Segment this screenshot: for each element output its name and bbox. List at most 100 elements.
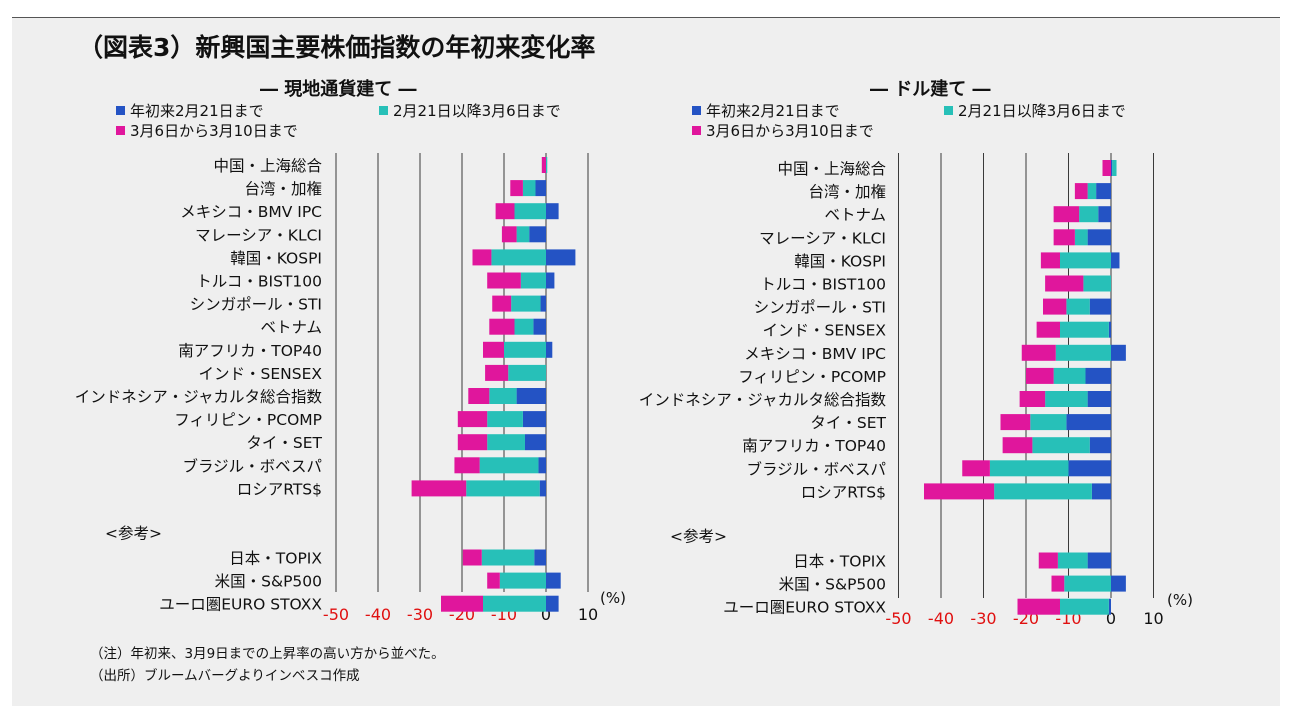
p2-bar-row2-series3: [1074, 183, 1088, 200]
p1-category-label-18: ユーロ圏EURO STOXX: [159, 596, 322, 614]
p2-bar-row18-series3: [1017, 598, 1060, 615]
p2-category-label-11: インドネシア・ジャカルタ総合指数: [639, 391, 887, 409]
p2-bar-row5-series2: [1060, 252, 1111, 269]
p1-bar-row17-series3: [487, 572, 500, 589]
p2-bar-row6-series2: [1083, 275, 1111, 292]
p2-category-label-17: 米国・S&P500: [779, 576, 886, 594]
p1-category-label-8: ベトナム: [260, 319, 322, 337]
p2-bar-row4-series3: [1053, 229, 1075, 246]
p1-bar-row13-series2: [487, 434, 525, 451]
p1-bar-row10-series2: [508, 364, 546, 381]
p2-bar-row3-series1: [1098, 206, 1111, 223]
p1-category-label-14: ブラジル・ボベスパ: [182, 456, 322, 475]
p2-bar-row15-series3: [924, 483, 995, 500]
p2-bar-row1-series3: [1102, 160, 1111, 176]
p2-bar-row8-series1: [1108, 321, 1111, 338]
p2-bar-row12-series2: [1030, 414, 1067, 431]
p2-legend-label-2: 2月21日以降3月6日まで: [958, 102, 1126, 120]
p2-bar-row17-series1: [1111, 575, 1126, 592]
panel-title-local: ― 現地通貨建て ―: [260, 79, 417, 100]
p1-bar-row17-series1: [546, 572, 561, 589]
p1-bar-row2-series2: [522, 180, 536, 197]
p2-bar-row13-series1: [1089, 437, 1111, 454]
p1-bar-row3-series1: [546, 203, 559, 220]
p1-bar-row13-series1: [525, 434, 546, 451]
p2-category-label-18: ユーロ圏EURO STOXX: [723, 599, 886, 617]
p1-tick-label-10: 10: [578, 605, 598, 624]
p2-tick-label-0: 0: [1106, 609, 1116, 628]
p2-bar-row15-series2: [994, 483, 1092, 500]
p1-category-label-9: 南アフリカ・TOP40: [178, 342, 322, 360]
p1-bar-row3-series2: [514, 203, 546, 220]
p2-bar-row14-series3: [962, 460, 990, 477]
p2-category-label-6: トルコ・BIST100: [760, 276, 886, 294]
p1-bar-row14-series2: [479, 457, 539, 474]
p2-bar-row18-series2: [1060, 598, 1109, 615]
p2-legend-swatch-1: [692, 106, 701, 115]
p2-bar-row13-series2: [1032, 437, 1090, 454]
p2-bar-row1-series2: [1112, 160, 1117, 176]
p1-bar-row2-series1: [535, 180, 546, 197]
p1-category-label-5: 韓国・KOSPI: [230, 249, 322, 267]
p1-bar-row15-series1: [539, 480, 546, 497]
p1-bar-row11-series3: [468, 388, 490, 404]
p2-bar-row10-series2: [1053, 367, 1086, 384]
p1-category-label-13: タイ・SET: [246, 434, 322, 452]
p1-bar-row1-series2: [546, 157, 548, 173]
p2-bar-row10-series1: [1085, 367, 1111, 384]
p2-bar-row7-series3: [1043, 298, 1067, 315]
p1-tick-label--30: -30: [407, 605, 433, 624]
p2-bar-row14-series1: [1068, 460, 1111, 477]
p1-bar-row16-series1: [534, 549, 546, 566]
p2-category-label-12: タイ・SET: [810, 414, 886, 432]
p2-category-label-1: 中国・上海総合: [777, 160, 886, 178]
p1-category-label-11: インドネシア・ジャカルタ総合指数: [75, 388, 323, 406]
p2-category-label-3: ベトナム: [824, 206, 886, 224]
p1-bar-row8-series1: [533, 318, 546, 335]
p1-bar-row9-series3: [483, 341, 504, 358]
p1-bar-row15-series3: [411, 480, 467, 497]
p1-tick-label--50: -50: [323, 605, 349, 624]
p1-bar-row16-series2: [481, 549, 535, 566]
p1-bar-row4-series1: [529, 226, 546, 243]
p2-bar-row15-series1: [1091, 483, 1111, 500]
p2-bar-row17-series3: [1051, 575, 1065, 592]
p1-category-label-10: インド・SENSEX: [199, 365, 323, 383]
p1-legend-label-1: 年初来2月21日まで: [130, 102, 264, 120]
p1-bar-row16-series3: [462, 549, 482, 566]
p1-bar-row10-series3: [485, 364, 509, 381]
p2-bar-row5-series1: [1111, 252, 1120, 269]
p1-bar-row7-series3: [492, 295, 512, 312]
p2-bar-row16-series3: [1038, 552, 1058, 569]
p1-bar-row12-series2: [487, 411, 523, 428]
source-text: （出所）ブルームバーグよりインベスコ作成: [90, 668, 360, 684]
p2-bar-row13-series3: [1002, 437, 1033, 454]
p1-legend-swatch-1: [116, 106, 125, 115]
p1-bar-row5-series1: [546, 249, 576, 266]
p1-bar-row8-series3: [489, 318, 515, 335]
p2-bar-row3-series3: [1053, 206, 1080, 223]
p2-bar-row8-series3: [1036, 321, 1060, 338]
p2-legend-swatch-3: [692, 126, 701, 135]
panel-title-usd: ― ドル建て ―: [870, 79, 991, 100]
p2-bar-row4-series2: [1074, 229, 1088, 246]
p2-bar-row7-series1: [1089, 298, 1111, 315]
p1-bar-row18-series2: [483, 595, 546, 612]
p1-tick-label--40: -40: [365, 605, 391, 624]
p2-bar-row2-series2: [1087, 183, 1097, 200]
p1-category-label-3: メキシコ・BMV IPC: [180, 203, 322, 221]
p2-bar-row11-series3: [1019, 391, 1046, 407]
p1-bar-row11-series1: [516, 388, 546, 404]
p2-category-label-15: ロシアRTS$: [801, 483, 886, 501]
p2-category-label-14: ブラジル・ボベスパ: [746, 459, 886, 478]
p1-bar-row18-series1: [546, 595, 559, 612]
p2-tick-label--50: -50: [885, 609, 911, 628]
p2-bar-row3-series2: [1079, 206, 1099, 223]
p2-category-label-5: 韓国・KOSPI: [794, 252, 886, 270]
p2-bar-row10-series3: [1026, 367, 1054, 384]
p1-bar-row2-series3: [510, 180, 523, 197]
p1-bar-row6-series1: [546, 272, 555, 289]
p2-axis-unit: (%): [1167, 591, 1193, 609]
p1-legend-label-2: 2月21日以降3月6日まで: [393, 102, 561, 120]
p2-category-label-4: マレーシア・KLCI: [759, 229, 886, 247]
